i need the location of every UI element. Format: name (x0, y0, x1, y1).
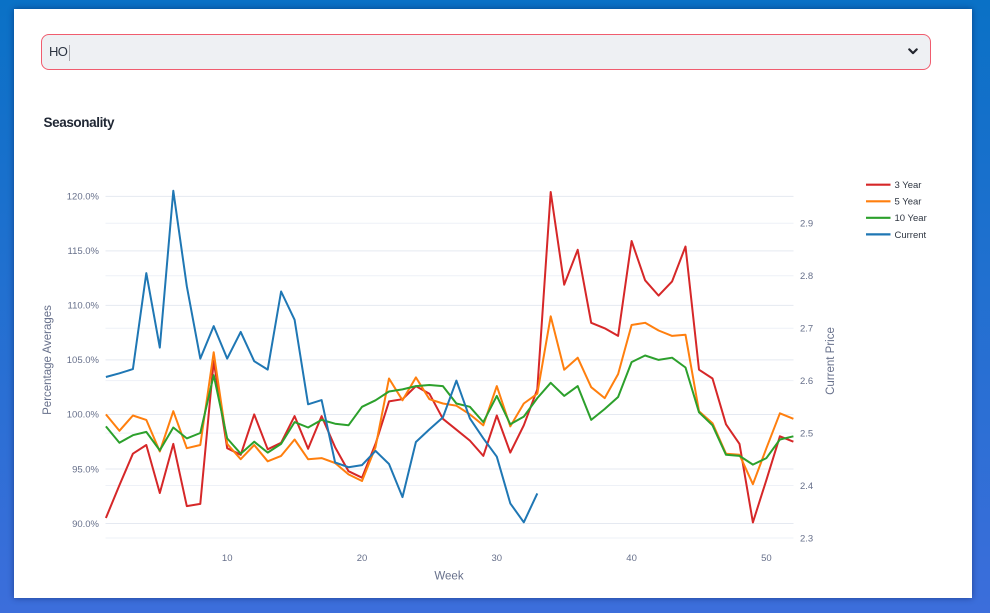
svg-text:Current Price: Current Price (825, 327, 837, 395)
svg-text:2.4: 2.4 (800, 481, 813, 492)
svg-text:Percentage Averages: Percentage Averages (42, 305, 54, 415)
svg-text:40: 40 (626, 553, 637, 564)
svg-text:95.0%: 95.0% (72, 464, 99, 475)
svg-text:90.0%: 90.0% (72, 519, 99, 530)
svg-text:Current: Current (895, 230, 927, 241)
svg-text:Week: Week (434, 571, 463, 583)
svg-text:2.3: 2.3 (800, 533, 813, 544)
svg-text:2.5: 2.5 (800, 428, 813, 439)
svg-text:50: 50 (761, 553, 772, 564)
svg-text:5 Year: 5 Year (895, 197, 922, 208)
svg-text:10: 10 (222, 553, 233, 564)
svg-text:115.0%: 115.0% (67, 246, 99, 257)
svg-text:3 Year: 3 Year (895, 180, 922, 191)
svg-text:2.8: 2.8 (800, 271, 813, 282)
svg-text:10 Year: 10 Year (895, 213, 927, 224)
svg-text:100.0%: 100.0% (67, 410, 100, 421)
svg-text:2.9: 2.9 (800, 219, 813, 230)
svg-text:120.0%: 120.0% (67, 192, 100, 203)
svg-text:30: 30 (492, 553, 503, 564)
svg-text:105.0%: 105.0% (67, 355, 100, 366)
svg-text:2.6: 2.6 (800, 376, 813, 387)
svg-text:2.7: 2.7 (800, 324, 813, 335)
svg-text:20: 20 (357, 553, 368, 564)
svg-text:110.0%: 110.0% (67, 301, 99, 312)
